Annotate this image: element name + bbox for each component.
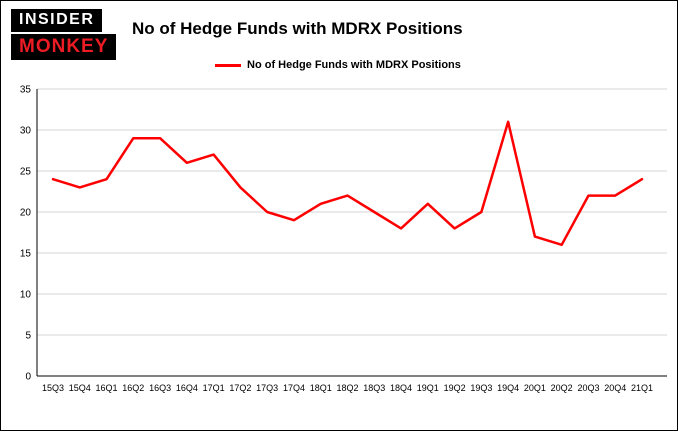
svg-text:18Q2: 18Q2 xyxy=(336,383,358,393)
svg-text:25: 25 xyxy=(20,167,32,178)
svg-text:20Q3: 20Q3 xyxy=(577,383,599,393)
legend-label: No of Hedge Funds with MDRX Positions xyxy=(247,59,461,71)
svg-text:18Q3: 18Q3 xyxy=(363,383,385,393)
svg-text:17Q3: 17Q3 xyxy=(256,383,278,393)
svg-text:19Q4: 19Q4 xyxy=(497,383,519,393)
svg-text:17Q2: 17Q2 xyxy=(229,383,251,393)
svg-text:20: 20 xyxy=(20,208,32,219)
legend-line-swatch xyxy=(215,63,241,67)
svg-text:16Q2: 16Q2 xyxy=(122,383,144,393)
insider-monkey-logo: INSIDER MONKEY xyxy=(11,9,117,60)
svg-text:16Q4: 16Q4 xyxy=(176,383,198,393)
legend: No of Hedge Funds with MDRX Positions xyxy=(215,59,461,71)
svg-text:16Q1: 16Q1 xyxy=(96,383,118,393)
svg-text:15Q3: 15Q3 xyxy=(42,383,64,393)
svg-text:17Q4: 17Q4 xyxy=(283,383,305,393)
logo-insider-text: INSIDER xyxy=(11,9,103,32)
svg-text:20Q4: 20Q4 xyxy=(604,383,626,393)
logo-monkey-text: MONKEY xyxy=(11,33,117,60)
svg-text:19Q2: 19Q2 xyxy=(444,383,466,393)
svg-text:17Q1: 17Q1 xyxy=(203,383,225,393)
page-title: No of Hedge Funds with MDRX Positions xyxy=(132,19,463,38)
svg-text:35: 35 xyxy=(20,85,32,96)
svg-text:10: 10 xyxy=(20,290,32,301)
svg-text:16Q3: 16Q3 xyxy=(149,383,171,393)
svg-text:0: 0 xyxy=(25,372,31,383)
svg-text:15Q4: 15Q4 xyxy=(69,383,91,393)
svg-text:20Q1: 20Q1 xyxy=(524,383,546,393)
line-chart: 0 5 10 15 20 25 30 35 15Q3 15Q4 16Q1 16Q2 16Q3 16Q4 17… xyxy=(20,85,667,393)
svg-text:19Q3: 19Q3 xyxy=(470,383,492,393)
svg-text:19Q1: 19Q1 xyxy=(417,383,439,393)
svg-text:20Q2: 20Q2 xyxy=(551,383,573,393)
svg-text:18Q4: 18Q4 xyxy=(390,383,412,393)
svg-text:18Q1: 18Q1 xyxy=(310,383,332,393)
svg-text:5: 5 xyxy=(25,331,31,342)
svg-text:15: 15 xyxy=(20,249,32,260)
svg-text:30: 30 xyxy=(20,126,32,137)
svg-text:21Q1: 21Q1 xyxy=(631,383,653,393)
